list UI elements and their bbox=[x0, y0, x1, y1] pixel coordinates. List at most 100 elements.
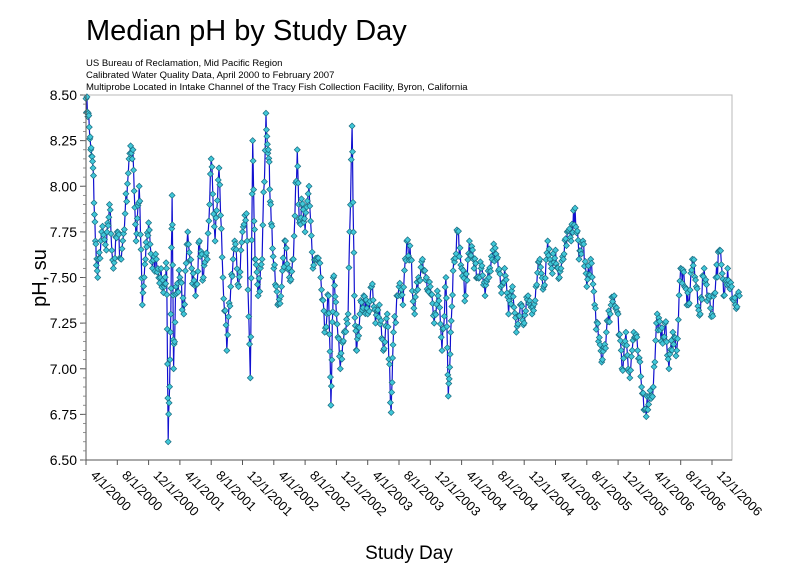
data-point-marker bbox=[365, 307, 373, 315]
data-point-marker bbox=[325, 292, 333, 300]
data-point-marker bbox=[509, 293, 517, 301]
data-point-marker bbox=[244, 286, 252, 294]
data-point-marker bbox=[660, 333, 668, 341]
data-point-marker bbox=[210, 223, 218, 231]
data-point-marker bbox=[639, 389, 647, 397]
data-point-marker bbox=[344, 310, 352, 318]
data-point-marker bbox=[580, 240, 588, 248]
data-point-marker bbox=[208, 163, 216, 171]
data-point-marker bbox=[247, 333, 255, 341]
data-point-marker bbox=[406, 242, 414, 250]
data-point-marker bbox=[465, 237, 473, 245]
data-point-marker bbox=[343, 320, 351, 328]
data-point-marker bbox=[674, 316, 682, 324]
data-point-marker bbox=[123, 197, 131, 205]
data-point-marker bbox=[171, 338, 179, 346]
data-point-marker bbox=[238, 238, 246, 246]
data-point-marker bbox=[121, 210, 129, 218]
data-point-marker bbox=[577, 250, 585, 258]
data-point-marker bbox=[322, 323, 330, 331]
data-point-marker bbox=[89, 164, 97, 172]
data-point-marker bbox=[107, 230, 115, 238]
data-point-marker bbox=[189, 269, 197, 277]
data-point-marker bbox=[441, 283, 449, 291]
data-point-marker bbox=[673, 347, 681, 354]
data-point-marker bbox=[386, 399, 394, 407]
data-point-marker bbox=[339, 337, 347, 345]
data-point-marker bbox=[463, 276, 471, 284]
data-point-marker bbox=[686, 286, 694, 294]
data-point-marker bbox=[235, 283, 243, 291]
data-point-marker bbox=[104, 222, 112, 230]
data-point-marker bbox=[87, 144, 95, 152]
data-point-marker bbox=[301, 228, 309, 236]
data-point-marker bbox=[213, 196, 221, 204]
data-point-marker bbox=[327, 401, 335, 409]
data-point-marker bbox=[237, 246, 245, 254]
data-point-marker bbox=[516, 312, 523, 320]
data-point-marker bbox=[481, 292, 489, 300]
y-tick-label: 7.25 bbox=[50, 315, 77, 331]
data-point-marker bbox=[589, 280, 597, 288]
data-point-marker bbox=[459, 266, 467, 274]
data-point-marker bbox=[282, 244, 290, 252]
data-point-marker bbox=[157, 264, 165, 272]
data-point-marker bbox=[182, 259, 190, 267]
data-point-marker bbox=[404, 236, 412, 244]
data-point-marker bbox=[164, 438, 172, 446]
data-point-marker bbox=[326, 373, 334, 381]
data-point-marker bbox=[264, 146, 272, 154]
data-point-marker bbox=[355, 324, 363, 332]
data-point-marker bbox=[455, 252, 463, 260]
data-point-marker bbox=[248, 236, 256, 244]
data-point-marker bbox=[581, 258, 589, 266]
data-point-marker bbox=[680, 268, 688, 276]
data-point-marker bbox=[290, 232, 298, 240]
data-point-marker bbox=[349, 148, 357, 156]
data-point-marker bbox=[505, 310, 513, 318]
data-point-marker bbox=[672, 352, 680, 360]
data-point-marker bbox=[507, 300, 515, 308]
data-point-marker bbox=[260, 178, 268, 186]
data-point-marker bbox=[409, 297, 417, 305]
data-point-marker bbox=[165, 399, 173, 407]
data-point-marker bbox=[380, 345, 388, 353]
data-point-marker bbox=[342, 328, 350, 336]
data-point-marker bbox=[548, 270, 556, 277]
data-point-marker bbox=[575, 255, 583, 263]
data-point-marker bbox=[319, 296, 327, 304]
data-point-marker bbox=[250, 186, 258, 194]
data-point-marker bbox=[620, 354, 628, 362]
data-point-marker bbox=[122, 190, 130, 198]
data-point-marker bbox=[494, 254, 502, 262]
data-point-marker bbox=[583, 283, 591, 291]
data-point-marker bbox=[668, 346, 676, 354]
data-point-marker bbox=[642, 413, 650, 421]
data-point-marker bbox=[85, 112, 93, 120]
data-point-marker bbox=[355, 332, 363, 340]
data-point-marker bbox=[410, 304, 418, 312]
data-point-marker bbox=[537, 263, 545, 271]
data-point-marker bbox=[268, 222, 276, 230]
data-point-marker bbox=[129, 146, 137, 154]
data-point-marker bbox=[218, 253, 226, 261]
data-point-marker bbox=[598, 356, 606, 364]
data-point-marker bbox=[372, 319, 380, 327]
data-point-marker bbox=[232, 245, 240, 253]
data-point-marker bbox=[336, 365, 344, 373]
data-point-marker bbox=[713, 273, 721, 281]
data-point-marker bbox=[461, 297, 469, 305]
data-point-marker bbox=[447, 317, 455, 325]
data-point-marker bbox=[703, 281, 711, 289]
y-tick-label: 8.25 bbox=[50, 133, 77, 149]
data-point-marker bbox=[267, 201, 275, 208]
data-point-marker bbox=[252, 261, 260, 269]
data-point-marker bbox=[228, 272, 236, 280]
data-point-marker bbox=[229, 255, 237, 263]
data-point-marker bbox=[294, 162, 302, 170]
data-point-marker bbox=[496, 270, 504, 278]
data-point-marker bbox=[551, 254, 559, 262]
data-point-marker bbox=[193, 280, 201, 288]
data-point-marker bbox=[168, 191, 176, 199]
